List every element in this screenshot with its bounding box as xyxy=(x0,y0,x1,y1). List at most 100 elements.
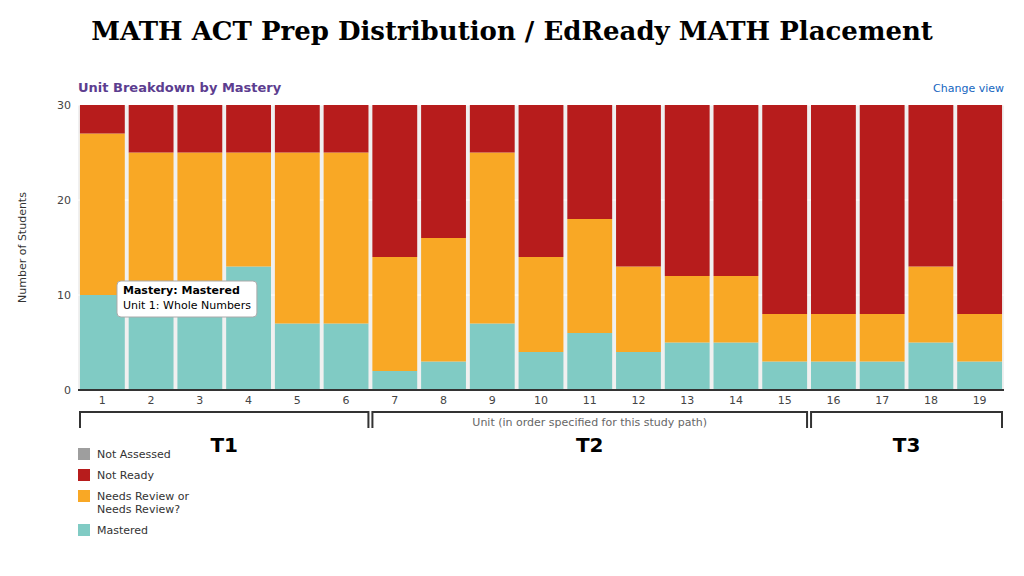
bar-segment xyxy=(372,105,417,257)
y-axis-label: Number of Students xyxy=(16,192,29,303)
bar-segment xyxy=(275,324,320,391)
bar-segment xyxy=(372,105,417,106)
title: MATH ACT Prep Distribution / EdReady MAT… xyxy=(91,16,933,46)
plot-background xyxy=(78,105,1004,390)
x-axis-label: Unit (in order specified for this study … xyxy=(472,416,707,429)
bar-segment xyxy=(372,257,417,371)
bar-segment xyxy=(80,134,125,296)
x-tick-label: 8 xyxy=(440,394,447,407)
y-tick-label: 30 xyxy=(57,99,71,112)
bar-segment xyxy=(714,105,759,276)
x-tick-label: 7 xyxy=(391,394,398,407)
bar-segment xyxy=(957,105,1002,314)
bar-segment xyxy=(421,105,466,238)
y-tick-label: 20 xyxy=(57,194,71,207)
bar-segment xyxy=(470,105,515,106)
group-bracket: T2 xyxy=(372,412,807,457)
bar-segment xyxy=(129,105,174,106)
bar-segment xyxy=(421,362,466,391)
bar-segment xyxy=(519,257,564,352)
bar-segment xyxy=(665,343,710,391)
bar-segment xyxy=(665,105,710,106)
grid-line xyxy=(78,390,1004,391)
bar-segment xyxy=(860,314,905,362)
x-tick-label: 16 xyxy=(826,394,840,407)
bar-segment xyxy=(470,105,515,153)
chart: MATH ACT Prep Distribution / EdReady MAT… xyxy=(0,0,1024,576)
x-tick-label: 17 xyxy=(875,394,889,407)
x-tick-label: 12 xyxy=(631,394,645,407)
x-tick-label: 11 xyxy=(583,394,597,407)
bar-segment xyxy=(324,153,369,324)
x-tick-label: 14 xyxy=(729,394,743,407)
group-label: T1 xyxy=(210,433,238,457)
x-tick-label: 9 xyxy=(489,394,496,407)
bar-segment xyxy=(908,343,953,391)
legend-swatch xyxy=(78,469,90,481)
bar-segment xyxy=(567,333,612,390)
x-tick-label: 18 xyxy=(924,394,938,407)
bar-segment xyxy=(714,276,759,343)
tooltip-box xyxy=(117,281,257,317)
y-tick-label: 0 xyxy=(64,384,71,397)
legend-label: Mastered xyxy=(97,524,148,537)
bar-segment xyxy=(714,343,759,391)
annotation: Mastery: Mastered xyxy=(123,284,240,297)
change-view: Change view xyxy=(933,82,1004,95)
x-tick-label: 19 xyxy=(973,394,987,407)
bracket-line xyxy=(372,412,807,428)
bar-segment xyxy=(616,352,661,390)
bar-segment xyxy=(616,105,661,267)
bar-segment xyxy=(519,352,564,390)
bar-segment xyxy=(519,105,564,106)
bar-segment xyxy=(860,105,905,314)
legend-swatch xyxy=(78,490,90,502)
bar-segment xyxy=(762,362,807,391)
x-tick-label: 2 xyxy=(148,394,155,407)
bar-segment xyxy=(860,362,905,391)
bar-segment xyxy=(80,105,125,106)
bar-segment xyxy=(372,371,417,390)
bar-segment xyxy=(421,105,466,106)
bar-segment xyxy=(665,105,710,276)
bar-segment xyxy=(908,267,953,343)
bar-segment xyxy=(567,105,612,106)
group-label: T3 xyxy=(893,433,921,457)
x-axis-line xyxy=(78,389,1004,391)
subtitle: Unit Breakdown by Mastery xyxy=(78,80,282,95)
bar-segment xyxy=(567,219,612,333)
bar-segment xyxy=(616,267,661,353)
bar-segment xyxy=(762,105,807,106)
bar-segment xyxy=(324,105,369,153)
bars xyxy=(80,105,1002,390)
bar-segment xyxy=(567,105,612,219)
bar-segment xyxy=(519,105,564,257)
bar-segment xyxy=(811,105,856,106)
bar-segment xyxy=(957,314,1002,362)
legend: Not Assessed Not Ready Needs Review orNeed… xyxy=(78,448,189,537)
bar-segment xyxy=(811,105,856,314)
bar-segment xyxy=(324,324,369,391)
bar-segment xyxy=(957,362,1002,391)
x-tick-label: 4 xyxy=(245,394,252,407)
group-label: T2 xyxy=(576,433,604,457)
x-tick-label: 13 xyxy=(680,394,694,407)
legend-label: Needs Review orNeeds Review? xyxy=(97,490,189,516)
bar-segment xyxy=(324,105,369,106)
bar-segment xyxy=(762,314,807,362)
tooltip: Mastery: Mastered Unit 1: Whole Numbers xyxy=(117,281,257,317)
annotation: Unit 1: Whole Numbers xyxy=(123,299,251,312)
bar-segment xyxy=(226,105,271,153)
group-bracket: T3 xyxy=(811,412,1002,457)
legend-label: Not Assessed xyxy=(97,448,171,461)
bar-segment xyxy=(177,105,222,153)
bar-segment xyxy=(177,105,222,106)
bar-segment xyxy=(908,105,953,267)
bar-segment xyxy=(129,105,174,153)
x-tick-label: 1 xyxy=(99,394,106,407)
legend-label: Not Ready xyxy=(97,469,154,482)
y-tick-label: 10 xyxy=(57,289,71,302)
bar-segment xyxy=(275,105,320,106)
bracket-line xyxy=(811,412,1002,428)
bar-segment xyxy=(957,105,1002,106)
